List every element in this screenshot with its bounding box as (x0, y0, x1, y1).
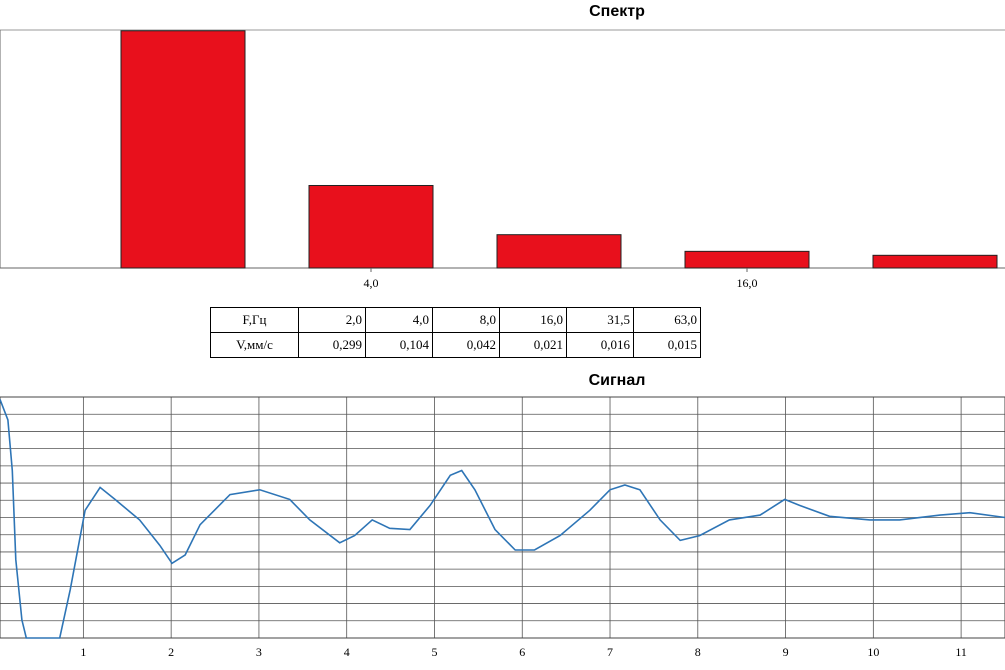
cell: 31,5 (566, 307, 634, 333)
cell: 0,021 (499, 332, 567, 358)
chart-title: Сигнал (589, 372, 646, 389)
cell: F,Гц (210, 307, 299, 333)
bar (120, 30, 246, 269)
x-tick-label: 8 (695, 645, 701, 659)
x-tick-label: 9 (783, 645, 789, 659)
table-row: F,Гц 2,0 4,0 8,0 16,0 31,5 63,0 (210, 307, 701, 333)
x-tick-label: 3 (256, 645, 262, 659)
x-tick-label: 10 (867, 645, 879, 659)
bar (872, 254, 998, 269)
signal-line (0, 399, 1005, 639)
x-tick-label: 4,0 (364, 276, 379, 290)
cell: 16,0 (499, 307, 567, 333)
x-tick-label: 6 (519, 645, 525, 659)
cell: 0,015 (633, 332, 701, 358)
data-table: F,Гц 2,0 4,0 8,0 16,0 31,5 63,0 V,мм/с 0,299 0,1… (210, 307, 701, 358)
cell: 0,299 (298, 332, 366, 358)
x-tick-label: 1 (80, 645, 86, 659)
x-tick-label: 4 (344, 645, 350, 659)
x-tick-label: 7 (607, 645, 613, 659)
cell: 0,104 (365, 332, 433, 358)
x-tick-label: 16,0 (737, 276, 758, 290)
bar (496, 234, 622, 269)
table-row: V,мм/с 0,299 0,104 0,042 0,021 0,016 0,015 (210, 332, 701, 358)
x-tick-label: 11 (955, 645, 967, 659)
x-tick-label: 2 (168, 645, 174, 659)
bar (308, 184, 434, 269)
plot-frame (0, 396, 1005, 639)
cell: 8,0 (432, 307, 500, 333)
chart-title: Спектр (589, 3, 645, 20)
cell: 63,0 (633, 307, 701, 333)
cell: 2,0 (298, 307, 366, 333)
bar (684, 250, 810, 269)
x-tick-label: 5 (431, 645, 437, 659)
cell: 0,016 (566, 332, 634, 358)
cell: V,мм/с (210, 332, 299, 358)
cell: 0,042 (432, 332, 500, 358)
cell: 4,0 (365, 307, 433, 333)
